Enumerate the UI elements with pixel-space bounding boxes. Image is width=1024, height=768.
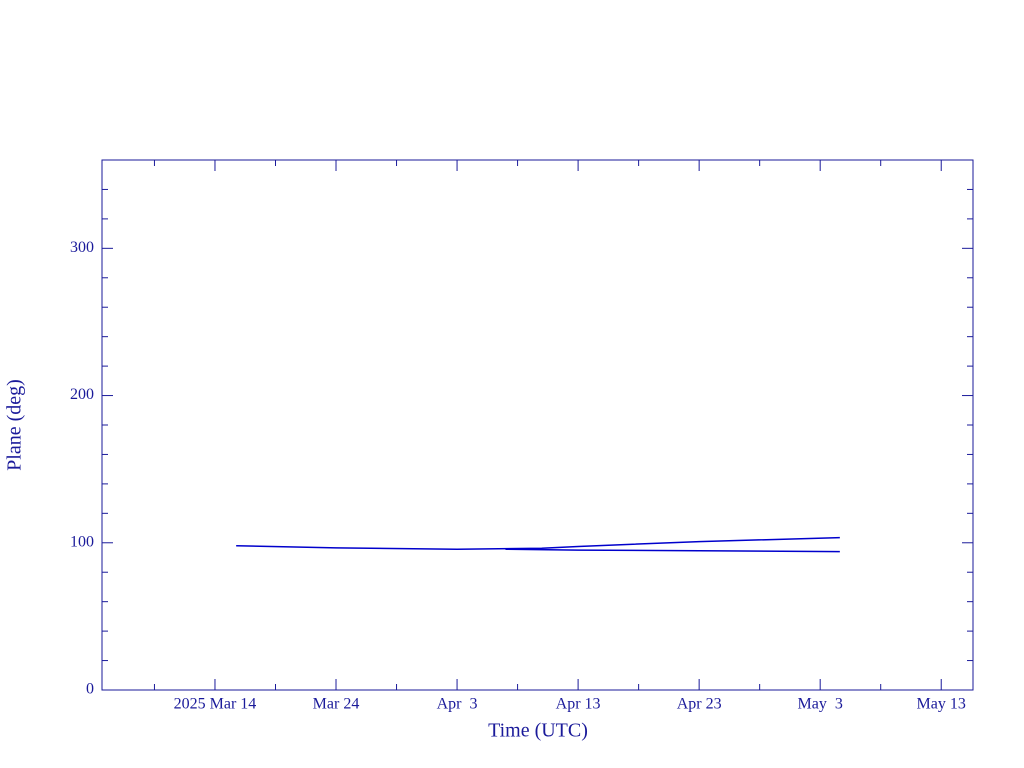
data-line <box>505 548 840 553</box>
x-tick-label: Apr 13 <box>556 696 601 713</box>
y-axis-title: Plane (deg) <box>4 379 26 471</box>
data-line <box>236 536 840 551</box>
plot-frame <box>101 159 974 691</box>
x-tick-label: Mar 24 <box>313 696 360 713</box>
x-tick-label: May 13 <box>917 696 966 713</box>
x-tick-label: Apr 23 <box>677 696 722 713</box>
y-tick-label: 200 <box>70 386 94 403</box>
x-tick-label: Apr 3 <box>437 696 478 713</box>
x-tick-label: May 3 <box>798 696 843 713</box>
x-axis-title: Time (UTC) <box>488 720 588 742</box>
y-tick-label: 0 <box>86 681 94 698</box>
y-tick-label: 300 <box>70 239 94 256</box>
y-tick-label: 100 <box>70 533 94 550</box>
x-tick-label: 2025 Mar 14 <box>174 696 257 713</box>
